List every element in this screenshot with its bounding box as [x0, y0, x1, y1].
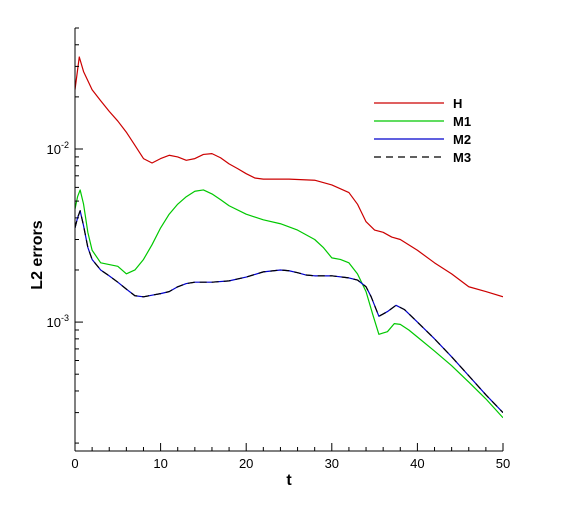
legend-label-m2: M2 — [453, 132, 471, 147]
series-line-m1 — [75, 189, 503, 419]
x-tick-label: 30 — [325, 456, 339, 471]
y-tick-label: 10-3 — [47, 313, 69, 330]
axes: 0 10 20 30 40 50 10-3 10-2 — [47, 27, 510, 471]
x-tick-label: 10 — [153, 456, 167, 471]
x-tick-label: 40 — [410, 456, 424, 471]
x-tick-label: 20 — [239, 456, 253, 471]
legend: H M1 M2 M3 — [374, 96, 471, 165]
y-tick-label: 10-2 — [47, 140, 69, 157]
x-tick-label: 50 — [496, 456, 510, 471]
y-axis-title: L2 errors — [29, 220, 46, 289]
series-line-m2 — [75, 210, 503, 414]
x-tick-label: 0 — [71, 456, 78, 471]
x-axis-title: t — [286, 472, 292, 489]
series-line-m3 — [75, 210, 503, 414]
series-layer — [75, 56, 503, 419]
legend-label-h: H — [453, 96, 462, 111]
series-line-h — [75, 56, 503, 298]
legend-label-m1: M1 — [453, 114, 471, 129]
legend-label-m3: M3 — [453, 150, 471, 165]
